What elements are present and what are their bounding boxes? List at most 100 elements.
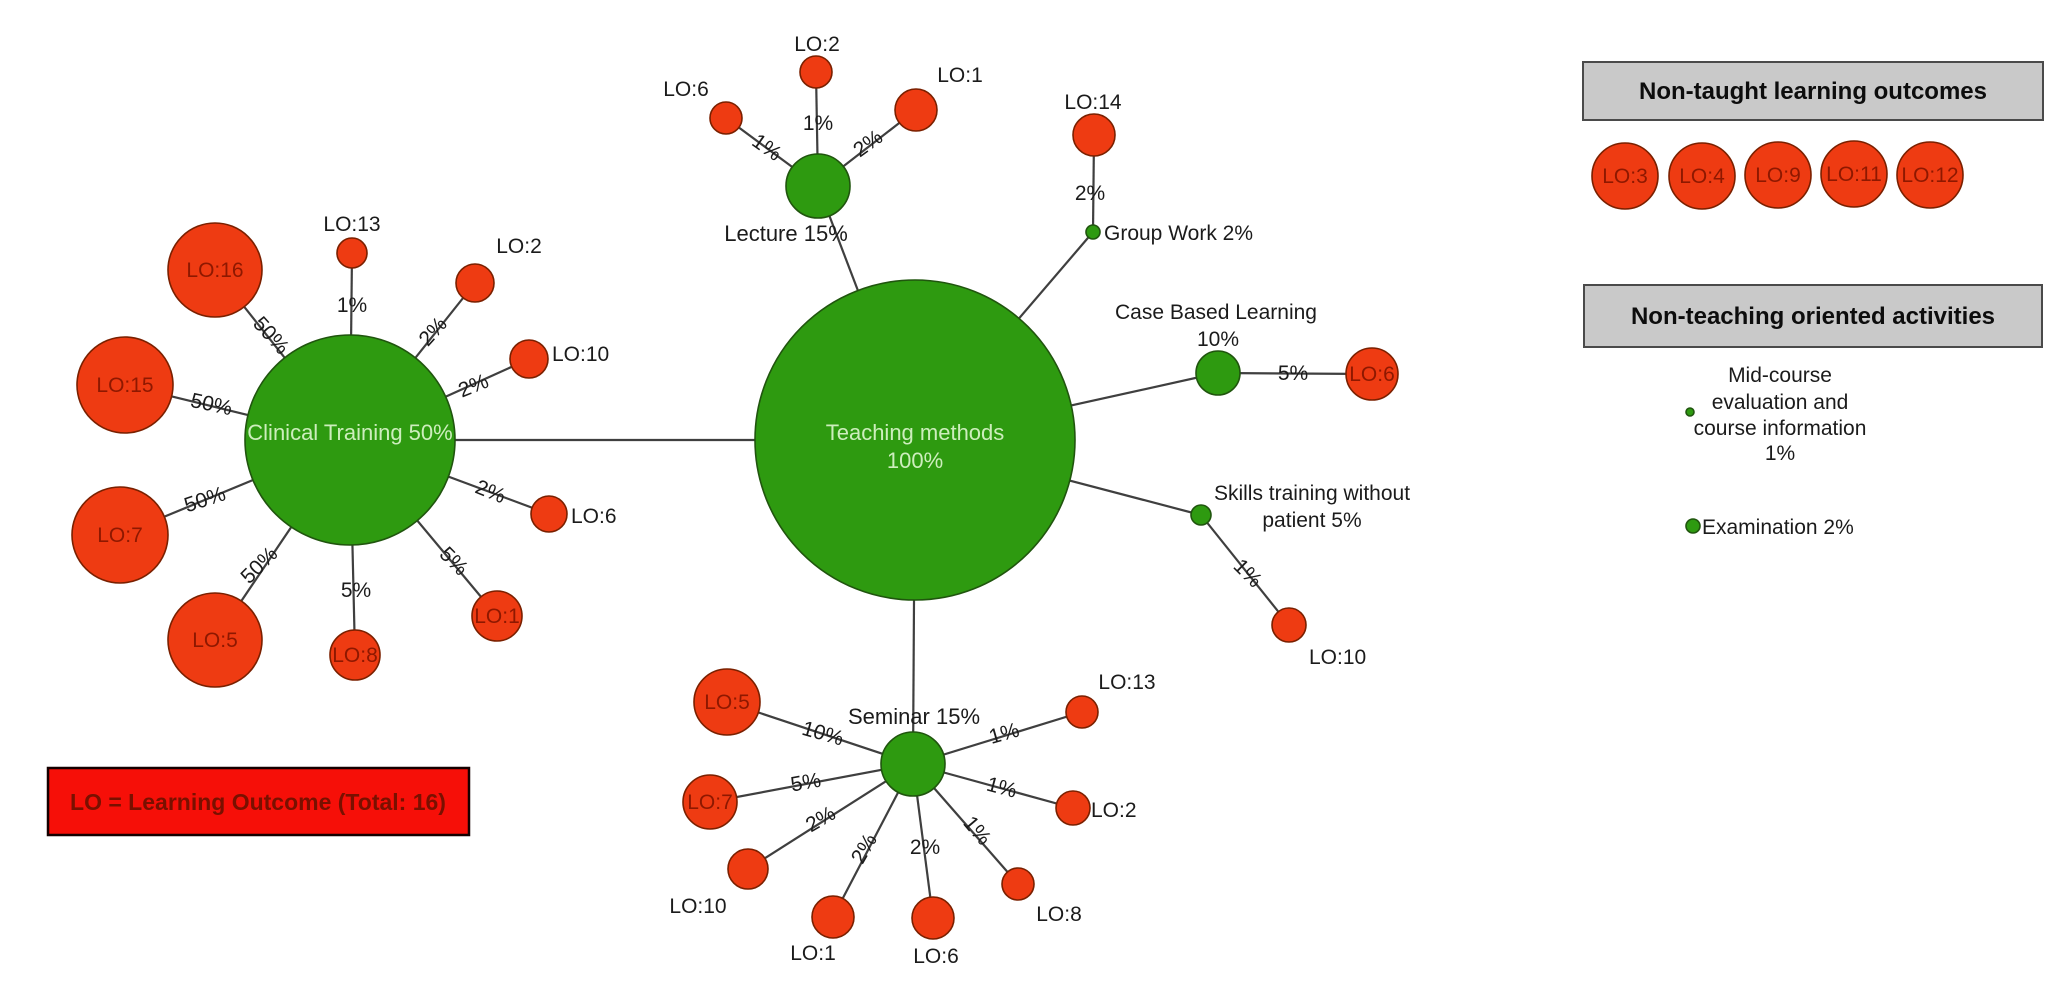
midcourse-dot: [1685, 407, 1695, 417]
edge-percent: 50%: [181, 482, 228, 517]
node-teaching-methods: [754, 279, 1076, 601]
teaching-methods-label: Teaching methods: [826, 420, 1005, 445]
node-label: LO:2: [1091, 799, 1137, 822]
node-label: LO:6: [663, 78, 709, 101]
non-teaching-header-box: [1583, 284, 2043, 348]
node-lo1-lecture: [894, 88, 938, 132]
node-lo1-clinical: [471, 590, 523, 642]
node-lo10-seminar: [727, 848, 769, 890]
node-lo13-seminar: [1065, 695, 1099, 729]
legend: LO = Learning Outcome (Total: 16): [46, 766, 471, 837]
node-label: LO:4: [1679, 165, 1725, 188]
node-lo5-clinical: [167, 592, 263, 688]
edge-percent: 1%: [986, 719, 1022, 749]
node-label: LO:10: [1309, 646, 1366, 669]
node-label: LO:2: [496, 235, 542, 258]
edge-percent: 1%: [1229, 555, 1267, 593]
midcourse-label-line1: Mid-course: [1728, 364, 1832, 387]
node-lo7-clinical: [71, 486, 169, 584]
node-label: LO:9: [1755, 164, 1801, 187]
cluster-group-work: Group Work 2% LO:14 2%: [1064, 91, 1253, 245]
edge-percent: 5%: [1278, 362, 1308, 385]
examination-label: Examination 2%: [1702, 516, 1854, 539]
midcourse-label-line2: evaluation and: [1712, 391, 1849, 414]
node-lo2-seminar: [1055, 790, 1091, 826]
node-skills-training: [1190, 504, 1212, 526]
node-lecture: [785, 153, 851, 219]
node-label: LO:14: [1064, 91, 1122, 114]
node-label: LO:16: [186, 259, 243, 282]
edge-line: [709, 762, 914, 804]
node-lo2-lecture: [799, 55, 833, 89]
clinical-training-label: Clinical Training 50%: [247, 420, 452, 445]
edge-percent: 1%: [337, 294, 367, 317]
legend-text: LO = Learning Outcome (Total: 16): [70, 789, 446, 815]
node-lo8-seminar: [1001, 867, 1035, 901]
skills-label-line2: patient 5%: [1262, 509, 1361, 532]
node-label: LO:1: [937, 64, 983, 87]
node-group-work: [1085, 224, 1101, 240]
node-lo12-non-taught: [1896, 141, 1964, 209]
node-case-based-learning: [1195, 350, 1241, 396]
node-lo7-seminar: [682, 774, 738, 830]
node-label: LO:13: [323, 213, 380, 236]
node-label: LO:10: [669, 895, 726, 918]
case-based-label: Case Based Learning: [1115, 301, 1317, 324]
panel-non-taught: Non-taught learning outcomes LO:3 LO:4 L…: [1582, 61, 2044, 210]
node-lo6-lecture: [709, 101, 743, 135]
node-lo11-non-taught: [1820, 140, 1888, 208]
node-lo6-clinical: [530, 495, 568, 533]
edge-percent: 2%: [472, 476, 509, 509]
node-label: LO:10: [552, 343, 609, 366]
non-teaching-title: Non-teaching oriented activities: [1631, 303, 1995, 330]
node-lo6-case-based: [1345, 347, 1399, 401]
cluster-lecture: Lecture 15% LO:6 1% LO:2 1% LO:1 2%: [663, 33, 983, 246]
node-lo6-seminar: [911, 896, 955, 940]
node-lo2-clinical: [455, 263, 495, 303]
node-lo10-clinical: [509, 339, 549, 379]
node-label: LO:15: [96, 374, 153, 397]
edge-percent: 2%: [1075, 182, 1105, 205]
node-lo5-seminar: [693, 668, 761, 736]
panel-non-teaching: Non-teaching oriented activities Mid-cou…: [1583, 284, 2043, 539]
edge-percent: 2%: [910, 836, 940, 859]
edge-percent: 10%: [799, 717, 846, 751]
seminar-label: Seminar 15%: [848, 704, 980, 729]
node-label: LO:5: [704, 691, 750, 714]
lecture-label: Lecture 15%: [724, 221, 848, 246]
node-label: LO:3: [1602, 165, 1648, 188]
cluster-case-based-learning: Case Based Learning 10% LO:6 5%: [1115, 301, 1399, 401]
midcourse-label-line3: course information: [1694, 417, 1867, 440]
edge-percent: 5%: [789, 769, 823, 797]
edge-percent: 1%: [958, 812, 995, 850]
node-label: LO:1: [474, 605, 520, 628]
node-label: LO:12: [1901, 164, 1958, 187]
non-taught-header-box: [1582, 61, 2044, 121]
node-label: LO:7: [687, 791, 733, 814]
node-label: LO:5: [192, 629, 238, 652]
case-based-percent: 10%: [1197, 328, 1239, 351]
node-label: LO:8: [1036, 903, 1082, 926]
cluster-clinical-training: Clinical Training 50% LO:16 50% LO:13 1%…: [71, 213, 617, 688]
node-label: LO:13: [1098, 671, 1155, 694]
cluster-seminar: Seminar 15% LO:5 10% LO:7 5% LO:10 2% LO…: [669, 668, 1156, 968]
edge-percent: 1%: [748, 130, 786, 166]
node-label: LO:1: [790, 942, 836, 965]
legend-box: [46, 766, 471, 837]
node-lo16-clinical: [167, 222, 263, 318]
node-lo3-non-taught: [1591, 142, 1659, 210]
group-work-label: Group Work 2%: [1104, 222, 1253, 245]
midcourse-label-line4: 1%: [1765, 442, 1795, 465]
node-lo4-non-taught: [1668, 142, 1736, 210]
node-label: LO:2: [794, 33, 840, 56]
non-taught-title: Non-taught learning outcomes: [1639, 78, 1987, 105]
node-label: LO:7: [97, 524, 143, 547]
node-clinical-training: [244, 334, 456, 546]
skills-label-line1: Skills training without: [1214, 482, 1410, 505]
node-lo8-clinical: [329, 629, 381, 681]
edge-percent: 50%: [188, 389, 234, 420]
examination-dot: [1685, 518, 1701, 534]
node-lo9-non-taught: [1744, 141, 1812, 209]
node-label: LO:6: [571, 505, 617, 528]
